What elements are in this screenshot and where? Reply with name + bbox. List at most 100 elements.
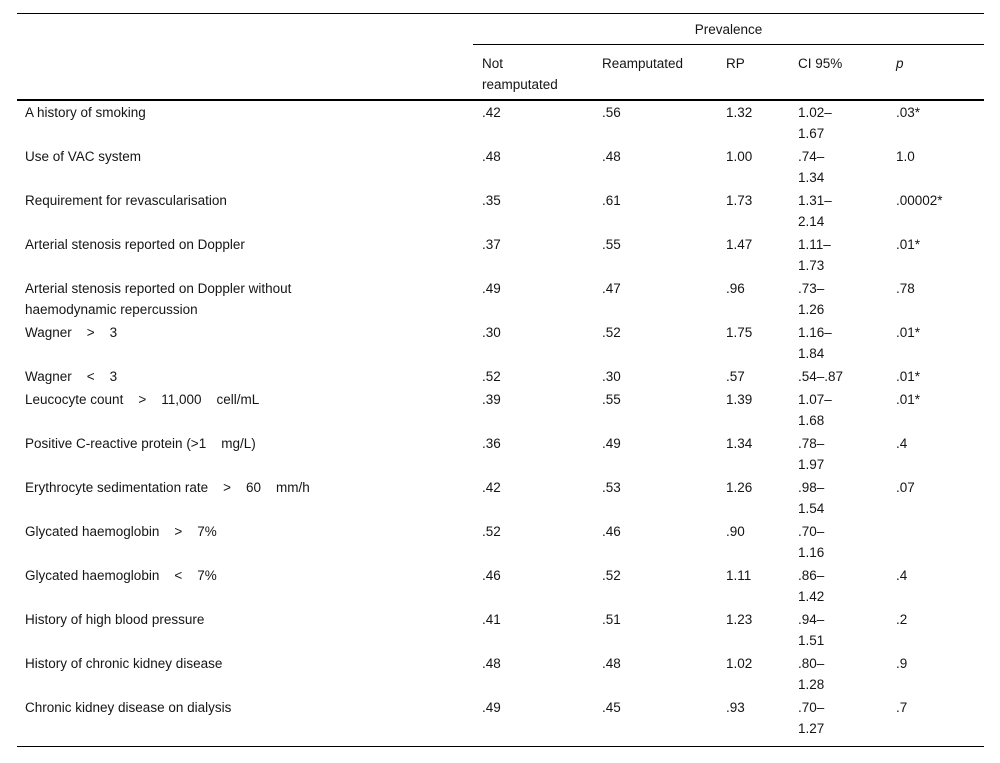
cell-p-value: .4 <box>896 436 908 451</box>
row-label: Wagner > 3 <box>25 325 118 340</box>
cell-p-value: .01* <box>896 392 921 407</box>
cell-reamputated: .45 <box>602 700 621 715</box>
cell-rp: 1.00 <box>726 149 753 164</box>
cell-reamputated: .55 <box>602 392 621 407</box>
row-label: Glycated haemoglobin < 7% <box>25 568 217 583</box>
cell-not-reamputated: .30 <box>482 325 501 340</box>
cell-ci-95: .86– 1.42 <box>798 568 825 604</box>
cell-not-reamputated: .42 <box>482 480 501 495</box>
cell-rp: .57 <box>726 369 745 384</box>
row-label: Use of VAC system <box>25 149 142 164</box>
table-row: Leucocyte count > 11,000 cell/mL .39 .55… <box>17 388 984 432</box>
cell-ci-95: 1.11– 1.73 <box>798 237 831 273</box>
row-label: Requirement for revascularisation <box>25 193 227 208</box>
cell-not-reamputated: .42 <box>482 105 501 120</box>
cell-reamputated: .48 <box>602 656 621 671</box>
cell-not-reamputated: .37 <box>482 237 501 252</box>
cell-not-reamputated: .36 <box>482 436 501 451</box>
col-header-rp: RP <box>726 44 798 101</box>
table-row: History of high blood pressure .41 .51 1… <box>17 608 984 652</box>
cell-rp: .90 <box>726 524 745 539</box>
cell-p-value: 1.0 <box>896 149 915 164</box>
cell-ci-95: .54–.87 <box>798 369 844 384</box>
cell-p-value: .4 <box>896 568 908 583</box>
cell-p-value: .07 <box>896 480 915 495</box>
cell-ci-95: .78– 1.97 <box>798 436 825 472</box>
col-header-reamputated: Reamputated <box>602 44 726 101</box>
cell-not-reamputated: .52 <box>482 524 501 539</box>
cell-ci-95: 1.07– 1.68 <box>798 392 832 428</box>
cell-not-reamputated: .35 <box>482 193 501 208</box>
cell-ci-95: .80– 1.28 <box>798 656 825 692</box>
cell-ci-95: .70– 1.16 <box>798 524 825 560</box>
cell-ci-95: .70– 1.27 <box>798 700 825 736</box>
table-row: Glycated haemoglobin < 7% .46 .52 1.11 .… <box>17 564 984 608</box>
cell-not-reamputated: .52 <box>482 369 501 384</box>
cell-rp: 1.02 <box>726 656 753 671</box>
cell-rp: 1.26 <box>726 480 753 495</box>
table-row: A history of smoking .42 .56 1.32 1.02– … <box>17 100 984 145</box>
row-label: Chronic kidney disease on dialysis <box>25 700 232 715</box>
column-header-row: Not reamputated Reamputated RP CI 95% p <box>17 44 985 101</box>
cell-reamputated: .56 <box>602 105 621 120</box>
cell-p-value: .00002* <box>896 193 943 208</box>
cell-reamputated: .46 <box>602 524 621 539</box>
cell-rp: 1.39 <box>726 392 753 407</box>
cell-p-value: .01* <box>896 369 921 384</box>
cell-not-reamputated: .48 <box>482 656 501 671</box>
cell-reamputated: .49 <box>602 436 621 451</box>
row-label: Positive C-reactive protein (>1 mg/L) <box>25 436 256 451</box>
cell-ci-95: .94– 1.51 <box>798 612 825 648</box>
row-label: Leucocyte count > 11,000 cell/mL <box>25 392 260 407</box>
cell-ci-95: .74– 1.34 <box>798 149 825 185</box>
cell-reamputated: .55 <box>602 237 621 252</box>
cell-reamputated: .52 <box>602 568 621 583</box>
cell-rp: 1.47 <box>726 237 753 252</box>
prevalence-table-wrap: Prevalence Not reamputated Reamputated R… <box>17 13 985 747</box>
table-row: Wagner > 3 .30 .52 1.75 1.16– 1.84 .01* <box>17 321 984 365</box>
cell-not-reamputated: .48 <box>482 149 501 164</box>
cell-reamputated: .47 <box>602 281 621 296</box>
cell-rp: 1.75 <box>726 325 753 340</box>
table-row: Requirement for revascularisation .35 .6… <box>17 189 984 233</box>
cell-ci-95: .73– 1.26 <box>798 281 825 317</box>
cell-p-value: .01* <box>896 237 921 252</box>
cell-not-reamputated: .49 <box>482 281 501 296</box>
table-row: Erythrocyte sedimentation rate > 60 mm/h… <box>17 476 984 520</box>
cell-ci-95: 1.16– 1.84 <box>798 325 832 361</box>
cell-rp: .93 <box>726 700 745 715</box>
cell-not-reamputated: .46 <box>482 568 501 583</box>
cell-ci-95: 1.31– 2.14 <box>798 193 832 229</box>
cell-reamputated: .52 <box>602 325 621 340</box>
table-row: Positive C-reactive protein (>1 mg/L) .3… <box>17 432 984 476</box>
prevalence-table: Prevalence Not reamputated Reamputated R… <box>17 13 985 747</box>
table-row: History of chronic kidney disease .48 .4… <box>17 652 984 696</box>
corner-empty-cell <box>17 14 473 45</box>
table-row: Wagner < 3 .52 .30 .57 .54–.87 .01* <box>17 365 984 388</box>
table-header: Prevalence Not reamputated Reamputated R… <box>17 13 985 101</box>
cell-ci-95: .98– 1.54 <box>798 480 825 516</box>
row-label: Erythrocyte sedimentation rate > 60 mm/h <box>25 480 310 495</box>
table-row: Chronic kidney disease on dialysis .49 .… <box>17 696 984 747</box>
cell-not-reamputated: .41 <box>482 612 501 627</box>
row-label: History of high blood pressure <box>25 612 205 627</box>
col-header-ci95: CI 95% <box>798 44 896 101</box>
col-header-not-reamputated: Not reamputated <box>473 44 602 101</box>
cell-not-reamputated: .49 <box>482 700 501 715</box>
row-label: Arterial stenosis reported on Doppler <box>25 237 245 252</box>
cell-reamputated: .48 <box>602 149 621 164</box>
row-label: Wagner < 3 <box>25 369 118 384</box>
cell-p-value: .2 <box>896 612 908 627</box>
cell-p-value: .78 <box>896 281 915 296</box>
cell-rp: 1.23 <box>726 612 753 627</box>
cell-not-reamputated: .39 <box>482 392 501 407</box>
cell-reamputated: .53 <box>602 480 621 495</box>
label-column-header-empty <box>17 44 473 101</box>
row-label: Arterial stenosis reported on Doppler wi… <box>25 281 292 317</box>
col-header-p: p <box>896 44 985 101</box>
row-label: Glycated haemoglobin > 7% <box>25 524 217 539</box>
cell-p-value: .01* <box>896 325 921 340</box>
cell-rp: 1.11 <box>726 568 752 583</box>
cell-rp: 1.73 <box>726 193 753 208</box>
